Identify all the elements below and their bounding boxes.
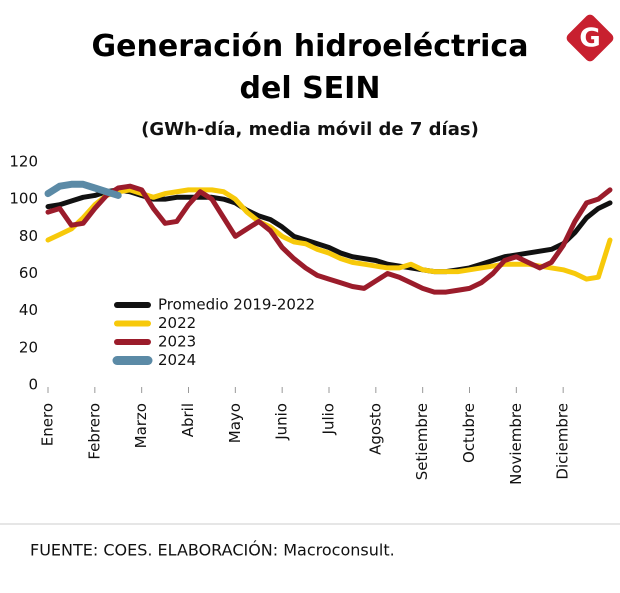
logo-shape [566,14,614,62]
y-tick-label: 20 [19,338,38,356]
y-tick-label: 120 [9,153,38,171]
x-tick-label: Abril [179,403,197,437]
x-tick-label: Diciembre [554,403,572,480]
x-tick-label: Noviembre [507,403,525,485]
y-tick-label: 40 [19,301,38,319]
legend-label: Promedio 2019-2022 [158,296,315,314]
legend-label: 2024 [158,351,196,369]
series-line [45,187,613,282]
legend-label: 2022 [158,314,196,332]
y-tick-label: 60 [19,264,38,282]
x-tick-label: Febrero [85,403,103,460]
x-tick-label: Agosto [366,403,384,455]
y-tick-label: 80 [19,227,38,245]
chart-title: Generación hidroeléctrica del SEIN [91,29,529,106]
logo: G [566,14,614,62]
x-tick-label: Junio [273,403,291,441]
y-tick-label: 100 [9,190,38,208]
chart-subtitle: (GWh-día, media móvil de 7 días) [141,119,479,140]
legend-label: 2023 [158,333,196,351]
source: FUENTE: COES. ELABORACIÓN: Macroconsult. [30,541,395,560]
logo-text: G [579,24,600,54]
x-tick-label: Julio [320,403,338,435]
series-line [45,183,613,295]
x-tick-label: Setiembre [413,403,431,480]
x-tick-label: Enero [39,403,57,446]
x-tick-label: Marzo [132,403,150,448]
series-line [44,180,122,199]
y-tick-label: 0 [28,376,38,394]
x-tick-label: Mayo [226,403,244,443]
x-tick-label: Octubre [460,403,478,463]
